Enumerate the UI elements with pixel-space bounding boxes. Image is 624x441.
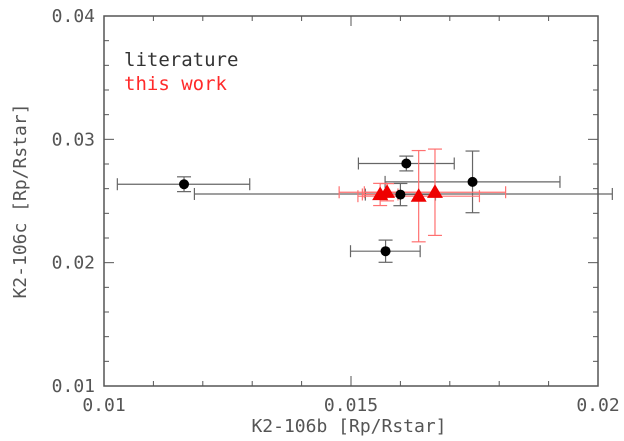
y-tick-labels: 0.01 0.02 0.03 0.04 — [52, 6, 95, 397]
plot-frame — [103, 15, 599, 387]
x-tick-label: 0.01 — [82, 395, 125, 416]
data-point-triangle — [379, 184, 396, 198]
y-tick-label: 0.01 — [52, 376, 95, 397]
data-point-circle — [179, 179, 190, 190]
data-layer — [116, 148, 613, 263]
x-tick-label: 0.02 — [576, 395, 619, 416]
data-point-circle — [467, 176, 478, 187]
data-point-circle — [401, 158, 412, 169]
y-axis-label: K2-106c [Rp/Rstar] — [10, 103, 31, 298]
series-literature — [116, 150, 613, 263]
data-point-triangle — [410, 188, 427, 202]
y-tick-label: 0.02 — [52, 253, 95, 274]
y-tick-label: 0.04 — [52, 6, 95, 27]
x-tick-labels: 0.01 0.015 0.02 — [82, 395, 619, 416]
data-point-circle — [395, 189, 406, 200]
markers-literature — [179, 158, 478, 257]
tick-marks — [103, 15, 599, 387]
y-tick-label: 0.03 — [52, 129, 95, 150]
markers-this-work — [372, 184, 443, 202]
legend: literature this work — [124, 49, 238, 95]
x-axis-label: K2-106b [Rp/Rstar] — [251, 416, 446, 437]
data-point-triangle — [426, 184, 443, 198]
data-point-circle — [380, 246, 391, 257]
x-tick-label: 0.015 — [324, 395, 378, 416]
legend-label-this-work: this work — [124, 73, 228, 95]
legend-label-literature: literature — [124, 49, 238, 71]
